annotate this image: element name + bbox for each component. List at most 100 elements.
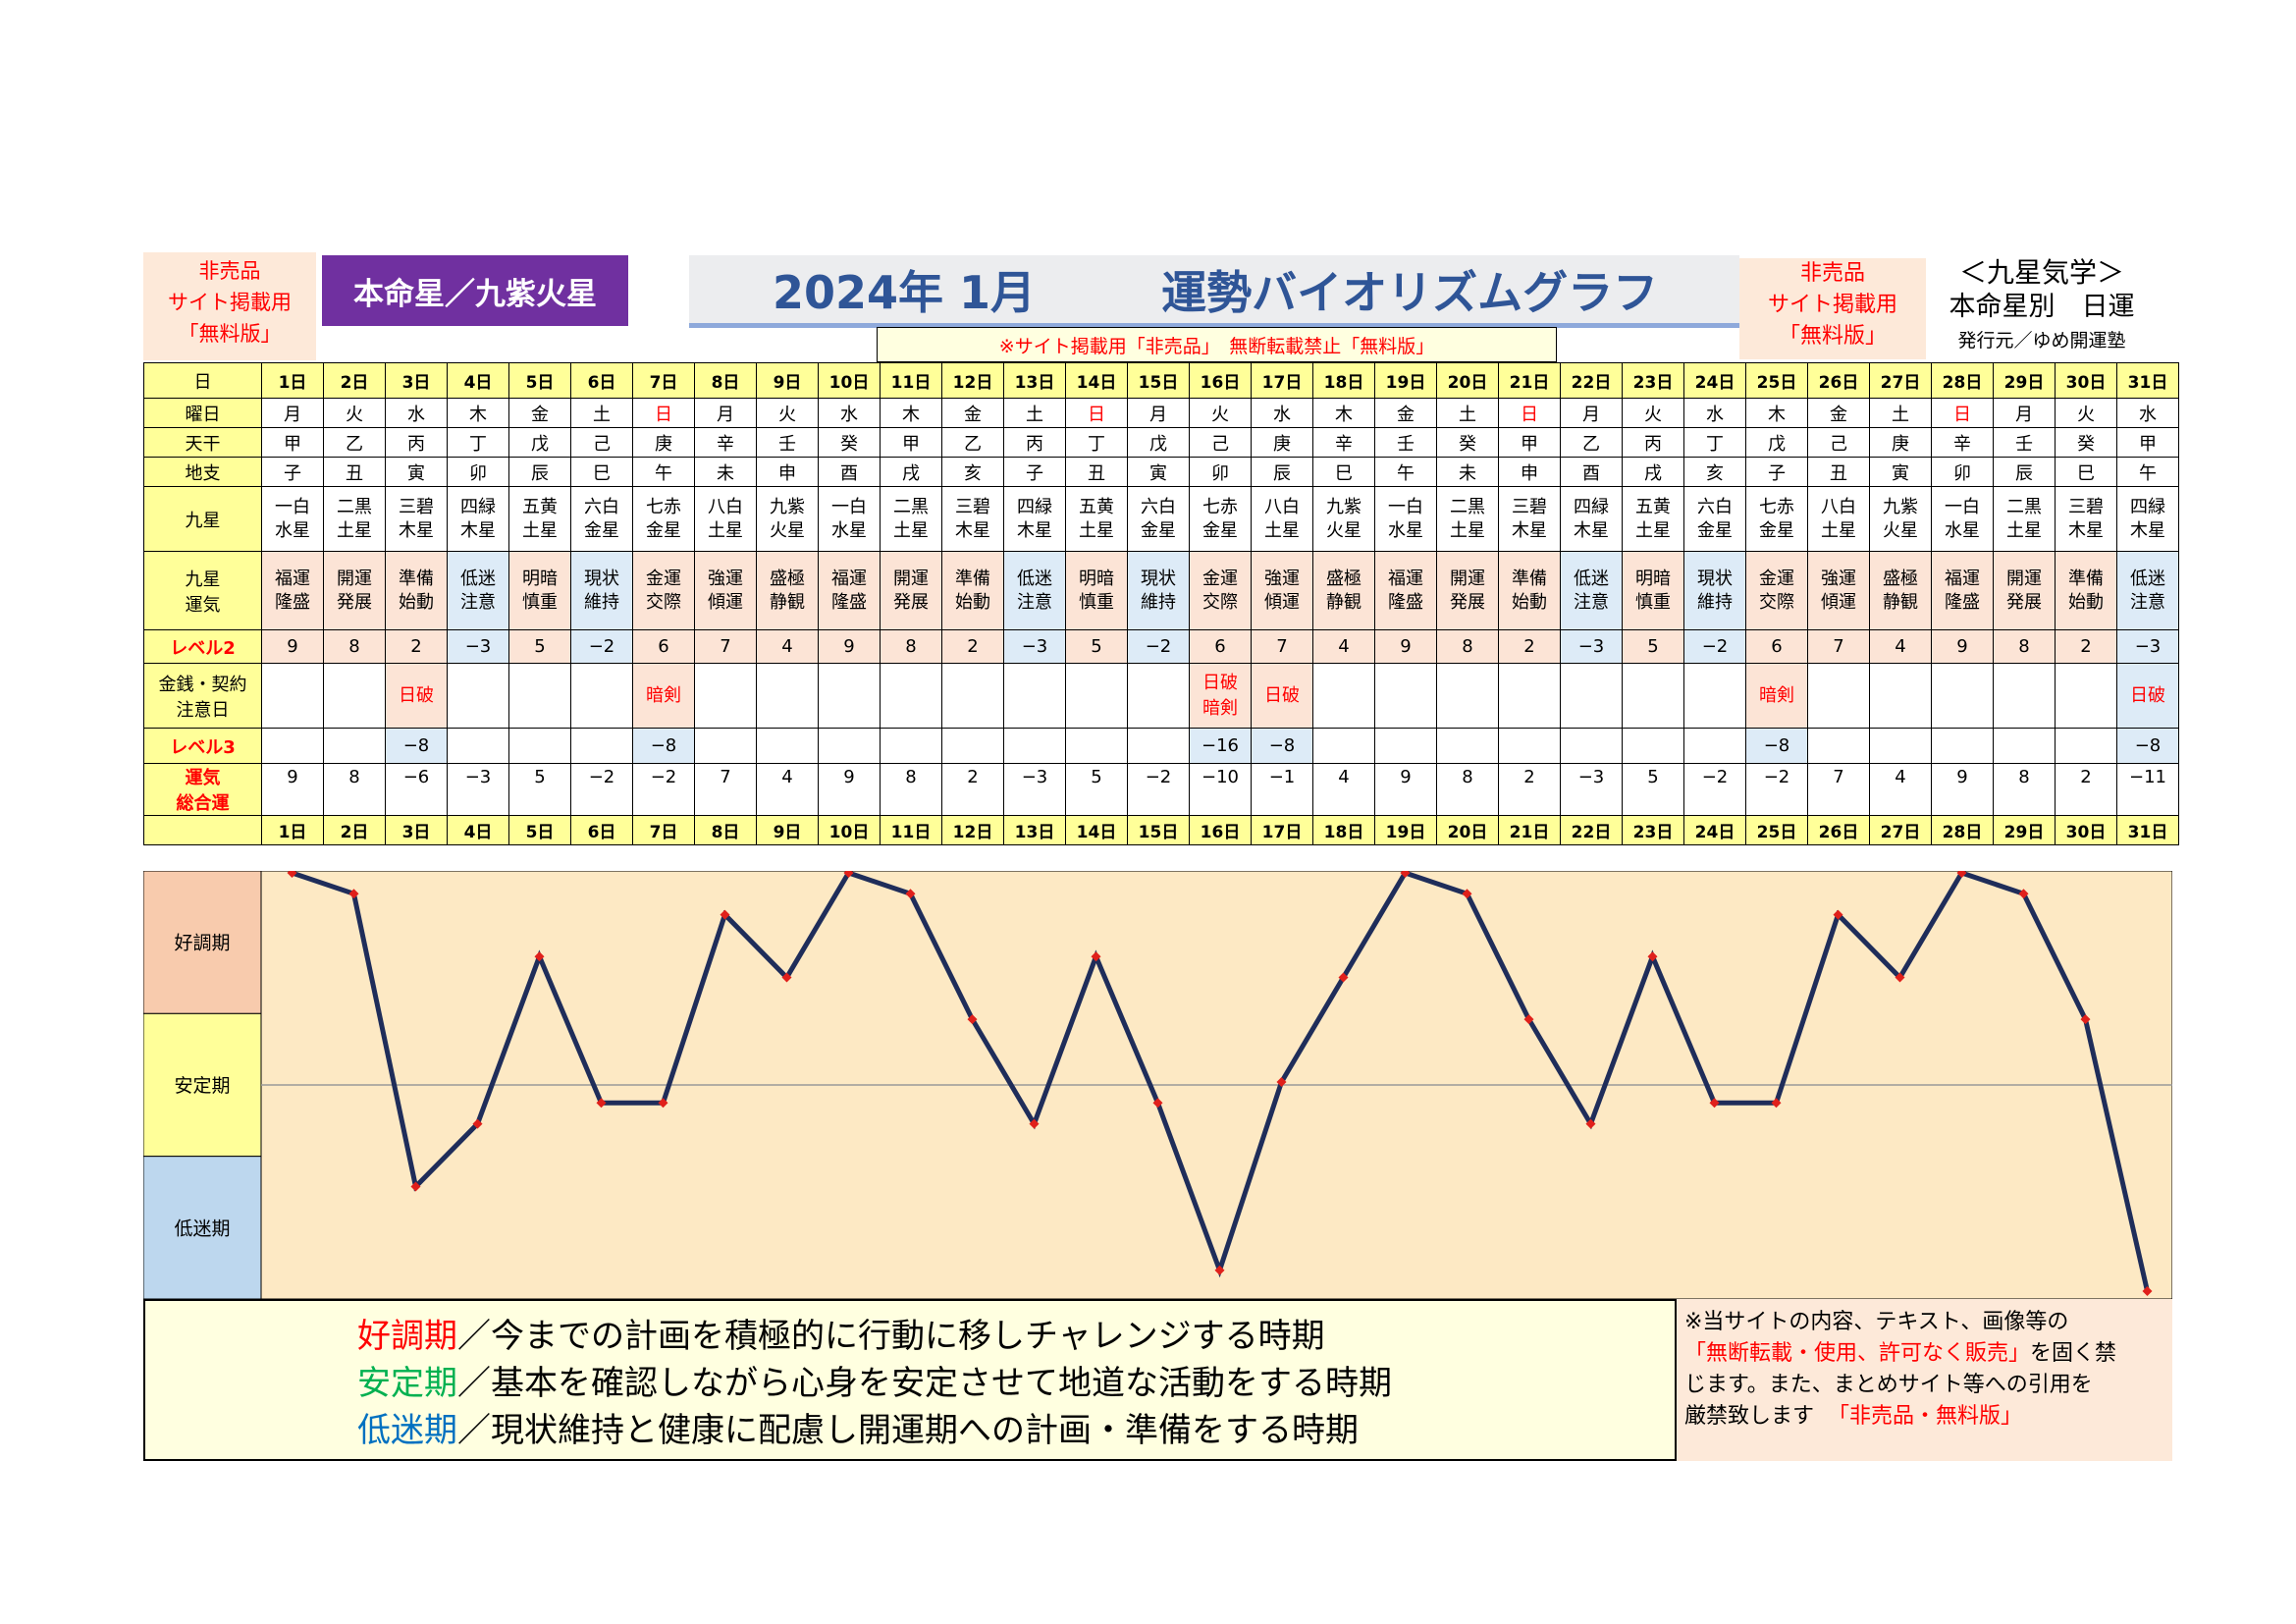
site-notice-text: ※サイト掲載用「非売品」 無断転載禁止「無料版」	[998, 335, 1435, 357]
data-point	[967, 1014, 978, 1025]
total-cell: 8	[323, 763, 386, 816]
unki-value: 維持	[1141, 591, 1176, 613]
weekday-cell: 日	[1498, 398, 1561, 428]
total-value: 7	[720, 767, 731, 787]
level2-value: −3	[2134, 636, 2162, 657]
day-cell: 10日	[818, 362, 881, 399]
level2-cell: 5	[1065, 629, 1128, 664]
unki-cell: 強運 傾運	[694, 551, 757, 630]
caution-cell: 暗剣	[1745, 663, 1808, 729]
chishi-cell: 未	[1436, 457, 1499, 487]
total-cell: −2	[1745, 763, 1808, 816]
total-value: 5	[1091, 767, 1102, 787]
kyusei-value: 水星	[831, 519, 867, 541]
kyusei-cell: 九紫 火星	[1312, 486, 1375, 552]
total-value: 2	[1523, 767, 1535, 787]
weekday-value: 日	[1521, 404, 1538, 425]
tenkan-cell: 丁	[1065, 427, 1128, 458]
level2-cell: 4	[1869, 629, 1932, 664]
chishi-cell: 子	[1003, 457, 1066, 487]
chishi-value: 巳	[593, 462, 611, 484]
total-value: 7	[1833, 767, 1844, 787]
tenkan-cell: 甲	[880, 427, 942, 458]
unki-cell: 福運 隆盛	[1374, 551, 1437, 630]
unki-value: 金運	[1202, 568, 1238, 589]
level2-cell: −3	[447, 629, 509, 664]
tenkan-value: 己	[593, 433, 611, 455]
level3-cell	[1312, 728, 1375, 764]
weekday-cell: 水	[385, 398, 448, 428]
day-value: 17日	[1261, 373, 1303, 393]
tenkan-cell: 甲	[1498, 427, 1561, 458]
chishi-value: 卯	[1211, 462, 1229, 484]
day-value: 12日	[952, 373, 993, 393]
weekday-cell: 土	[1436, 398, 1499, 428]
unki-cell: 開運 発展	[323, 551, 386, 630]
level3-cell	[1498, 728, 1561, 764]
kyusei-value: 水星	[275, 519, 310, 541]
chishi-cell: 未	[694, 457, 757, 487]
row-total-label-text: 総合運	[176, 793, 230, 814]
kyusei-cell: 三碧 木星	[385, 486, 448, 552]
unki-value: 始動	[955, 591, 990, 613]
kyusei-value: 一白	[1945, 496, 1980, 517]
row-weekday-label-text: 曜日	[185, 404, 221, 425]
data-point	[905, 889, 916, 899]
level2-cell: 4	[1312, 629, 1375, 664]
data-point	[1709, 1098, 1720, 1109]
day-footer-cell: 10日	[818, 815, 881, 845]
day-value: 3日	[401, 823, 431, 842]
day-footer-cell: 30日	[2055, 815, 2117, 845]
day-value: 1日	[278, 373, 307, 393]
level2-value: 8	[1462, 636, 1473, 657]
day-value: 16日	[1200, 373, 1241, 393]
weekday-cell: 木	[1745, 398, 1808, 428]
day-value: 23日	[1632, 373, 1674, 393]
day-value: 19日	[1385, 373, 1426, 393]
level3-cell	[694, 728, 757, 764]
chishi-value: 子	[284, 462, 301, 484]
weekday-value: 日	[655, 404, 672, 425]
kyusei-value: 火星	[1326, 519, 1362, 541]
level2-value: 6	[1214, 636, 1226, 657]
weekday-cell: 土	[570, 398, 633, 428]
total-value: −3	[1577, 767, 1605, 787]
tenkan-cell: 乙	[1560, 427, 1623, 458]
unki-value: 開運	[1450, 568, 1485, 589]
disclaimer-line4: 厳禁致します 「非売品・無料版」	[1684, 1401, 2170, 1433]
kyusei-value: 金星	[584, 519, 619, 541]
level2-value: 2	[2080, 636, 2092, 657]
row-kyusei-label-text: 九星	[185, 510, 221, 531]
day-value: 21日	[1509, 823, 1550, 842]
day-value: 27日	[1880, 373, 1921, 393]
data-point	[1029, 1118, 1040, 1129]
day-footer-cell: 25日	[1745, 815, 1808, 845]
caution-cell: 暗剣	[632, 663, 695, 729]
chishi-value: 寅	[1149, 462, 1167, 484]
disclaimer-line2: 「無断転載・使用、許可なく販売」を固く禁	[1684, 1338, 2170, 1370]
unki-value: 慎重	[1079, 591, 1114, 613]
right-notice-line: 「無料版」	[1778, 324, 1887, 349]
unki-value: 交際	[1202, 591, 1238, 613]
data-point	[1152, 1098, 1163, 1109]
honmeisei-label: 本命星／九紫火星	[353, 276, 597, 312]
tenkan-cell: 甲	[261, 427, 324, 458]
level2-cell: 5	[1622, 629, 1684, 664]
right-free-notice: 非売品 サイト掲載用 「無料版」	[1739, 258, 1926, 359]
left-notice-line: 非売品	[198, 259, 261, 283]
weekday-cell: 木	[880, 398, 942, 428]
level2-cell: 8	[1436, 629, 1499, 664]
day-cell: 2日	[323, 362, 386, 399]
level2-cell: 7	[1251, 629, 1313, 664]
caution-cell: 日破 暗剣	[1189, 663, 1252, 729]
weekday-cell: 水	[1251, 398, 1313, 428]
tenkan-cell: 庚	[632, 427, 695, 458]
title-year-month: 2024年 1月	[773, 265, 1037, 319]
total-value: −2	[1701, 767, 1729, 787]
unki-value: 低迷	[1017, 568, 1052, 589]
weekday-value: 木	[469, 404, 487, 425]
kyusei-cell: 七赤 金星	[1189, 486, 1252, 552]
chishi-value: 酉	[840, 462, 858, 484]
day-cell: 21日	[1498, 362, 1561, 399]
